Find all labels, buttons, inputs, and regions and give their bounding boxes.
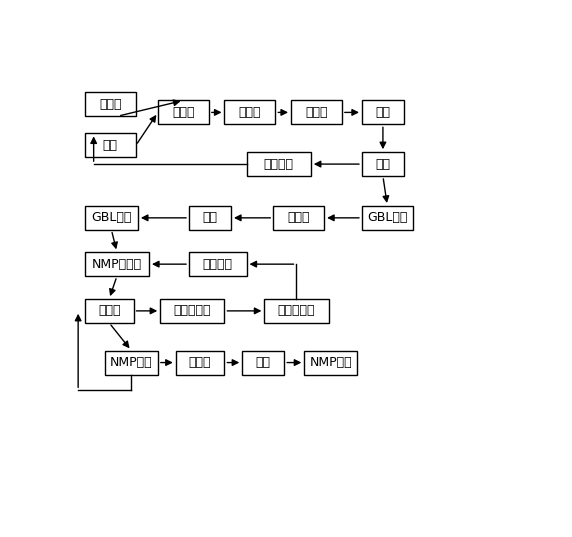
Text: NMP精品: NMP精品: [309, 356, 352, 369]
Text: 反应器: 反应器: [305, 106, 328, 119]
Bar: [247, 152, 311, 176]
Bar: [273, 206, 324, 230]
Text: 丁二醇: 丁二醇: [99, 98, 121, 111]
Text: 冷却: 冷却: [375, 157, 391, 171]
Bar: [242, 351, 284, 375]
Text: 精馏: 精馏: [256, 356, 271, 369]
Text: NMP粗品: NMP粗品: [110, 356, 153, 369]
Bar: [85, 206, 138, 230]
Text: 纯一甲胺: 纯一甲胺: [203, 258, 233, 271]
Bar: [189, 206, 231, 230]
Text: 甲胺回收罐: 甲胺回收罐: [173, 304, 211, 317]
Bar: [291, 100, 342, 125]
Text: GBL粗品: GBL粗品: [367, 212, 407, 224]
Text: 精馏: 精馏: [202, 212, 217, 224]
Text: 氢气循环: 氢气循环: [264, 157, 294, 171]
Text: 常压塔: 常压塔: [98, 304, 121, 317]
Bar: [189, 252, 247, 276]
Text: NMP反应器: NMP反应器: [92, 258, 142, 271]
Bar: [362, 206, 413, 230]
Text: 过热器: 过热器: [239, 106, 261, 119]
Text: 氢气: 氢气: [103, 139, 118, 152]
Bar: [176, 351, 224, 375]
Text: 负压塔: 负压塔: [189, 356, 211, 369]
Bar: [304, 351, 358, 375]
Bar: [85, 92, 136, 116]
Bar: [224, 100, 276, 125]
Bar: [85, 134, 136, 157]
Bar: [264, 299, 328, 323]
Bar: [85, 252, 149, 276]
Bar: [158, 100, 209, 125]
Text: 换热: 换热: [375, 106, 391, 119]
Bar: [362, 100, 404, 125]
Text: 负压塔: 负压塔: [288, 212, 310, 224]
Bar: [85, 299, 134, 323]
Bar: [105, 351, 158, 375]
Bar: [362, 152, 404, 176]
Text: 汽化器: 汽化器: [172, 106, 194, 119]
Bar: [160, 299, 224, 323]
Text: GBL精品: GBL精品: [91, 212, 132, 224]
Text: 甲胺分解塔: 甲胺分解塔: [278, 304, 315, 317]
